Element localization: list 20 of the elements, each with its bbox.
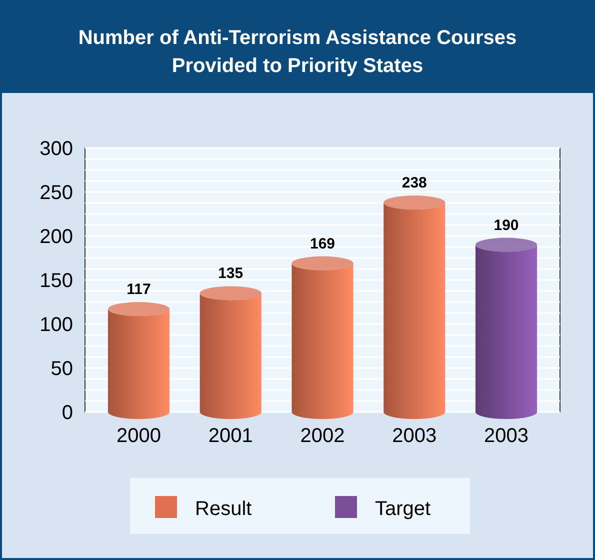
x-tick-label: 2000	[116, 425, 161, 447]
x-tick-label: 2003	[392, 425, 437, 447]
legend-label: Target	[375, 498, 432, 520]
data-label: 117	[126, 281, 151, 298]
data-label: 135	[218, 265, 244, 282]
chart-title: Number of Anti-Terrorism Assistance Courses Provided to Priority States	[78, 27, 517, 77]
x-tick-label: 2001	[208, 425, 253, 447]
data-label: 190	[494, 216, 519, 234]
y-tick-label: 100	[40, 314, 73, 336]
y-tick-label: 300	[40, 138, 73, 160]
y-tick-label: 50	[50, 358, 73, 380]
y-tick-label: 200	[40, 226, 73, 248]
y-tick-label: 250	[40, 182, 73, 204]
data-label: 238	[402, 174, 427, 192]
y-tick-label: 0	[62, 402, 73, 424]
data-label: 169	[310, 235, 336, 252]
x-tick-label: 2003	[484, 425, 528, 447]
y-tick-label: 150	[40, 270, 73, 292]
legend-label: Result	[195, 498, 252, 520]
x-tick-label: 2002	[300, 425, 345, 447]
